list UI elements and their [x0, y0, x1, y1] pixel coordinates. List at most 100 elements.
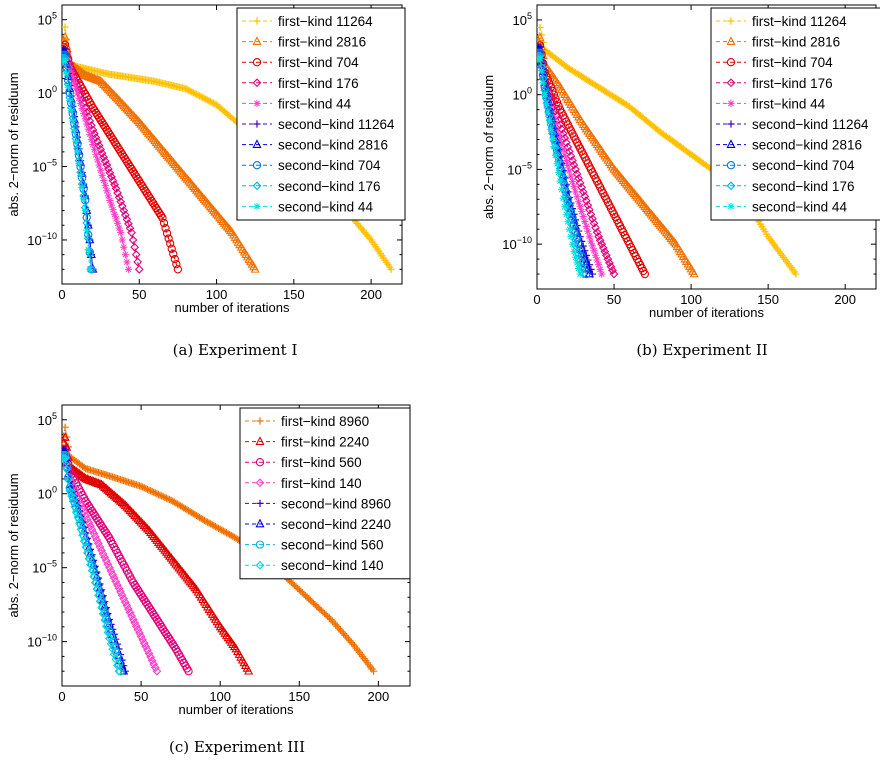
legend-swatch-marker — [252, 78, 262, 88]
series-point — [205, 519, 213, 527]
series-point — [125, 505, 135, 514]
series-point — [568, 177, 577, 185]
series-point — [557, 124, 567, 134]
series-point — [67, 107, 75, 115]
series-point — [119, 206, 129, 215]
series-point — [118, 236, 126, 244]
series-point — [567, 172, 575, 180]
series-point — [116, 587, 125, 597]
legend-entry: first−kind 2240 — [245, 435, 369, 450]
series-point — [98, 171, 106, 179]
y-axis-label: abs. 2−norm of residuum — [6, 72, 21, 216]
x-tick-label: 150 — [283, 287, 305, 302]
series-point — [86, 265, 94, 273]
legend-swatch-marker — [726, 139, 736, 148]
series-5 — [62, 54, 133, 273]
series-point — [111, 647, 120, 656]
series-2 — [537, 32, 699, 278]
series-point — [162, 494, 170, 502]
series-point — [75, 159, 83, 168]
series-point — [161, 224, 170, 233]
series-2 — [62, 432, 254, 675]
series-point — [585, 232, 593, 240]
series-point — [69, 74, 77, 82]
legend-box — [710, 7, 880, 221]
series-10 — [62, 57, 94, 273]
legend-swatch-marker — [726, 161, 736, 170]
series-point — [226, 530, 234, 539]
series-point — [141, 642, 151, 652]
series-point — [151, 489, 159, 497]
legend-swatch-marker — [252, 36, 262, 45]
series-line — [62, 457, 120, 672]
series-point — [109, 490, 119, 500]
series-point — [585, 205, 594, 215]
series-point — [114, 494, 124, 504]
series-point — [80, 103, 90, 113]
series-point — [91, 572, 100, 581]
series-point — [100, 482, 110, 491]
series-point — [564, 147, 574, 156]
series-point — [182, 85, 190, 93]
series-point — [94, 584, 103, 593]
series-point — [537, 23, 544, 32]
series-point — [131, 113, 141, 123]
series-point — [84, 549, 94, 558]
legend-entry: first−kind 176 — [242, 76, 359, 91]
series-point — [130, 618, 140, 628]
legend-entry: second−kind 2816 — [716, 138, 862, 153]
series-point — [116, 496, 126, 505]
series-point — [564, 218, 572, 226]
series-point — [580, 191, 590, 201]
series-point — [122, 215, 132, 224]
series-point — [545, 117, 553, 125]
series-point — [569, 160, 579, 170]
series-point — [537, 55, 544, 63]
series-point — [86, 521, 95, 531]
series-point — [571, 253, 580, 261]
series-point — [81, 206, 89, 215]
series-point — [537, 51, 542, 61]
legend-swatch-marker — [253, 120, 261, 128]
series-point — [215, 524, 223, 532]
series-point — [167, 496, 175, 504]
series-point — [558, 186, 566, 194]
series-point — [111, 92, 121, 101]
series-point — [123, 503, 133, 513]
series-point — [89, 528, 99, 538]
series-point — [191, 89, 199, 98]
x-tick-label: 200 — [360, 287, 382, 302]
series-point — [570, 183, 578, 191]
series-point — [76, 469, 86, 479]
series-point — [98, 549, 108, 559]
series-point — [117, 98, 127, 108]
series-point — [577, 182, 587, 192]
legend-entry: second−kind 11264 — [242, 117, 395, 132]
series-point — [92, 535, 102, 545]
legend-swatch-marker — [255, 478, 265, 488]
legend: first−kind 11264 first−kind 2816 first−kin… — [710, 7, 880, 221]
series-point — [114, 666, 124, 676]
series-point — [227, 531, 235, 540]
series-point — [86, 130, 94, 138]
series-point — [63, 475, 73, 485]
series-point — [561, 151, 569, 159]
legend-label: second−kind 140 — [281, 558, 383, 573]
y-tick-label: 105 — [513, 11, 532, 28]
series-point — [133, 115, 143, 125]
series-point — [584, 268, 594, 278]
series-line — [537, 58, 581, 275]
series-point — [130, 510, 140, 519]
legend-swatch-marker — [253, 202, 261, 210]
x-tick-label: 100 — [206, 287, 228, 302]
series-point — [588, 242, 597, 250]
legend-label: second−kind 44 — [752, 199, 847, 214]
series-point — [207, 520, 215, 528]
series-point — [564, 162, 572, 170]
legend-entry: second−kind 11264 — [716, 117, 869, 132]
series-point — [537, 32, 545, 42]
series-point — [84, 518, 94, 528]
legend-entry: first−kind 140 — [245, 476, 362, 491]
series-point — [192, 90, 201, 98]
figure-caption: (c) Experiment III — [169, 738, 305, 756]
